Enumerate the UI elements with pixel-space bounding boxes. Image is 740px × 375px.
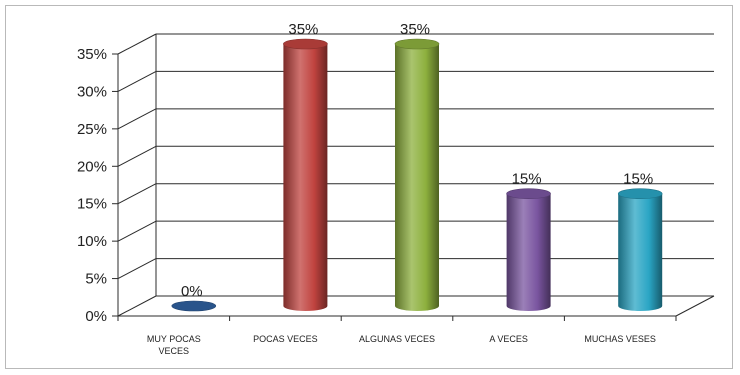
- y-tick-label: 20%: [77, 158, 107, 175]
- data-label: 35%: [288, 21, 318, 38]
- data-label: 0%: [181, 283, 203, 300]
- bar-1: [171, 300, 217, 312]
- gridline-depth: [117, 258, 157, 280]
- data-label: 15%: [512, 171, 542, 188]
- gridline-depth: [117, 145, 157, 167]
- bar-5: [617, 188, 663, 311]
- bar-2: [283, 38, 328, 311]
- axis-layer: [112, 34, 715, 321]
- gridline-depth: [117, 295, 157, 317]
- bar-body: [506, 193, 551, 311]
- y-tick-label: 0%: [85, 308, 107, 325]
- bar-body: [283, 44, 328, 311]
- y-tick-label: 35%: [77, 46, 107, 63]
- bar-body: [395, 44, 439, 311]
- label-layer: 0% 5% 10% 15% 20% 25% 30% 35% 0% MUY POCAS VECES 35…: [77, 21, 656, 356]
- x-tick-label: MUCHAS VESES: [584, 334, 656, 344]
- gridline-depth: [117, 70, 157, 92]
- data-label: 15%: [623, 171, 653, 188]
- bar-top: [506, 188, 551, 200]
- y-tick-label: 25%: [77, 121, 107, 138]
- bar-top: [283, 38, 328, 50]
- gridline-depth: [117, 108, 157, 130]
- bar-body: [618, 193, 663, 311]
- x-tick-label: MUY POCAS VECES: [147, 334, 201, 356]
- bar-top: [394, 38, 440, 50]
- x-tick-label: ALGUNAS VECES: [359, 334, 435, 344]
- x-tick-label: A VECES: [489, 334, 528, 344]
- y-tick-label: 10%: [77, 233, 107, 250]
- gridline-depth: [117, 183, 157, 205]
- data-label: 35%: [400, 21, 430, 38]
- bar-4: [506, 188, 551, 311]
- bar-top: [171, 300, 217, 312]
- gridline-depth: [117, 220, 157, 242]
- bar-3: [394, 38, 440, 311]
- bar-layer: [171, 38, 663, 312]
- x-tick-label: POCAS VECES: [253, 334, 318, 344]
- y-tick-label: 30%: [77, 83, 107, 100]
- floor-edge: [675, 295, 715, 317]
- chart-frame: [5, 5, 733, 369]
- gridline-depth: [117, 33, 157, 55]
- bar-top: [617, 188, 663, 200]
- y-tick-label: 15%: [77, 196, 107, 213]
- y-tick-label: 5%: [85, 271, 107, 288]
